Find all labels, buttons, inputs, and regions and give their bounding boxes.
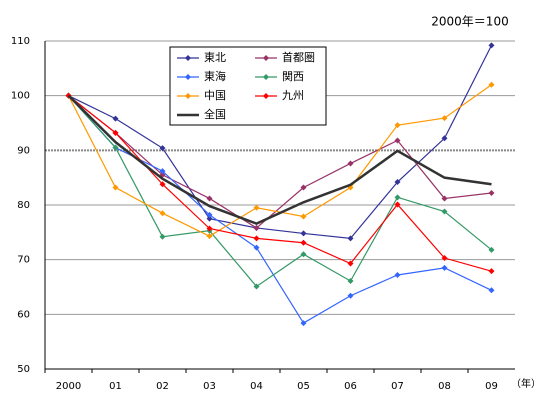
data-point — [159, 181, 166, 188]
series-line — [68, 95, 492, 229]
data-point — [159, 145, 166, 152]
data-point — [441, 208, 448, 215]
data-point — [488, 42, 495, 49]
x-tick-label: 07 — [391, 381, 404, 392]
series-line — [67, 94, 492, 225]
x-tick-label: 02 — [156, 381, 169, 392]
data-point — [347, 235, 354, 242]
data-point — [488, 268, 495, 275]
y-tick-label: 100 — [11, 91, 30, 102]
legend-marker — [263, 55, 269, 61]
legend-marker — [185, 93, 191, 99]
data-point — [394, 194, 401, 201]
series-line — [68, 95, 492, 288]
data-point — [253, 224, 260, 231]
data-point — [112, 129, 119, 136]
x-tick-label: 2000 — [56, 381, 81, 392]
data-point — [347, 292, 354, 299]
x-tick-label: 04 — [250, 381, 263, 392]
legend-marker — [263, 93, 269, 99]
data-point — [441, 115, 448, 122]
data-point — [441, 195, 448, 202]
y-tick-label: 90 — [17, 145, 30, 156]
data-point — [488, 246, 495, 253]
data-point — [206, 195, 213, 202]
legend-marker — [185, 55, 191, 61]
x-tick-label: 01 — [109, 381, 122, 392]
data-point — [253, 283, 260, 290]
annotation: 2000年＝100 — [431, 15, 508, 29]
data-point — [112, 115, 119, 122]
x-tick-label: 09 — [485, 381, 498, 392]
legend-label: 九州 — [282, 89, 304, 102]
y-tick-label: 50 — [17, 364, 30, 375]
data-point — [394, 179, 401, 186]
data-point — [206, 211, 213, 218]
data-point — [347, 260, 354, 267]
data-point — [394, 201, 401, 208]
data-point — [159, 168, 166, 175]
y-tick-label: 60 — [17, 309, 30, 320]
data-point — [300, 184, 307, 191]
data-point — [300, 251, 307, 258]
data-point — [159, 210, 166, 217]
data-point — [300, 239, 307, 246]
data-point — [394, 122, 401, 129]
y-tick-label: 110 — [11, 36, 30, 47]
data-point — [300, 320, 307, 327]
data-point — [488, 287, 495, 294]
data-point — [441, 255, 448, 262]
data-point — [441, 135, 448, 142]
data-point — [206, 233, 213, 240]
x-axis-label: （年） — [511, 377, 541, 390]
series-line — [68, 95, 492, 324]
legend-box — [169, 46, 327, 126]
data-point — [206, 215, 213, 222]
series-line — [68, 95, 492, 272]
data-point — [112, 184, 119, 191]
data-point — [253, 235, 260, 242]
data-point — [206, 225, 213, 232]
x-tick-label: 03 — [203, 381, 216, 392]
x-tick-label: 05 — [297, 381, 310, 392]
y-tick-label: 70 — [17, 255, 30, 266]
x-tick-label: 08 — [438, 381, 451, 392]
data-point — [159, 233, 166, 240]
legend-label: 関西 — [282, 70, 304, 83]
x-tick-label: 06 — [344, 381, 357, 392]
data-point — [253, 204, 260, 211]
data-point — [300, 230, 307, 237]
data-point — [441, 264, 448, 271]
legend-label: 東海 — [204, 69, 226, 83]
data-point — [394, 271, 401, 278]
data-point — [112, 144, 119, 151]
data-point — [488, 81, 495, 88]
data-point — [394, 137, 401, 144]
legend-marker — [263, 74, 269, 80]
data-point — [347, 277, 354, 284]
data-point — [347, 160, 354, 167]
data-point — [488, 189, 495, 196]
legend-label: 中国 — [204, 89, 226, 102]
legend-label: 東北 — [204, 51, 226, 64]
data-point — [253, 244, 260, 251]
legend-marker — [185, 74, 191, 80]
legend-label: 首都圏 — [282, 50, 315, 64]
series-line — [68, 45, 493, 239]
data-point — [300, 213, 307, 220]
y-tick-label: 80 — [17, 200, 30, 211]
legend-label: 全国 — [204, 107, 226, 121]
